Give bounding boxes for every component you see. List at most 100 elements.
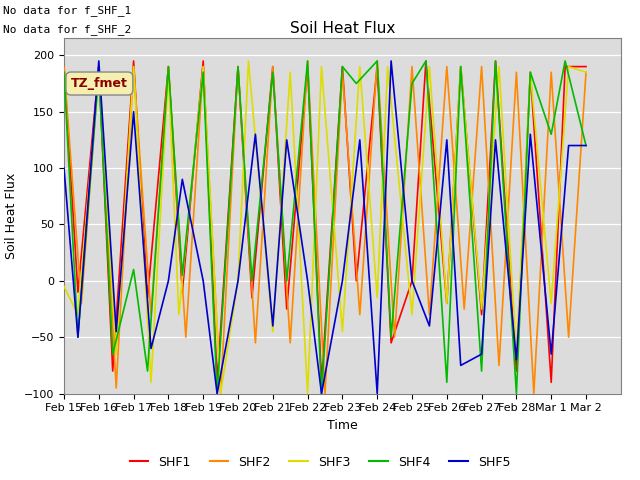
SHF1 [582, 64, 590, 70]
SHF4 [582, 143, 590, 148]
SHF2 [113, 385, 120, 391]
SHF4 [143, 368, 151, 374]
SHF1 [408, 278, 416, 284]
SHF5 [387, 58, 395, 64]
SHF4 [200, 69, 207, 75]
SHF5 [547, 351, 555, 357]
SHF5 [408, 278, 416, 284]
SHF3 [175, 312, 182, 318]
SHF3 [286, 69, 294, 75]
SHF2 [200, 64, 207, 70]
SHF5 [564, 143, 572, 148]
SHF2 [495, 362, 503, 368]
SHF5 [492, 137, 499, 143]
SHF4 [317, 391, 325, 396]
SHF1 [527, 69, 534, 75]
SHF5 [582, 143, 590, 148]
SHF5 [60, 165, 68, 171]
SHF2 [321, 391, 329, 396]
SHF4 [527, 69, 534, 75]
SHF1 [179, 289, 186, 295]
SHF4 [373, 58, 381, 64]
SHF3 [244, 58, 252, 64]
SHF5 [130, 109, 138, 115]
SHF3 [217, 391, 225, 396]
SHF3 [495, 64, 503, 70]
SHF3 [564, 64, 572, 70]
SHF4 [164, 64, 172, 70]
SHF3 [339, 329, 346, 335]
SHF4 [513, 391, 520, 396]
SHF4 [283, 278, 291, 284]
SHF4 [408, 81, 416, 86]
Line: SHF5: SHF5 [64, 61, 586, 394]
SHF2 [147, 312, 155, 318]
SHF3 [74, 312, 82, 318]
SHF5 [304, 278, 312, 284]
SHF4 [492, 58, 499, 64]
SHF4 [443, 380, 451, 385]
SHF5 [373, 391, 381, 396]
SHF2 [130, 64, 138, 70]
SHF3 [373, 295, 381, 300]
SHF1 [513, 368, 520, 374]
SHF5 [356, 137, 364, 143]
SHF1 [443, 300, 451, 306]
SHF2 [217, 391, 225, 396]
SHF1 [457, 64, 465, 70]
SHF3 [304, 391, 312, 396]
SHF2 [77, 300, 85, 306]
SHF2 [304, 58, 312, 64]
SHF5 [164, 278, 172, 284]
Line: SHF4: SHF4 [64, 61, 586, 394]
SHF4 [109, 351, 116, 357]
SHF2 [513, 69, 520, 75]
SHF2 [426, 312, 433, 318]
SHF2 [356, 312, 364, 318]
SHF1 [74, 289, 82, 295]
SHF5 [113, 329, 120, 335]
SHF5 [426, 323, 433, 329]
SHF1 [492, 58, 499, 64]
SHF4 [353, 81, 360, 86]
SHF2 [60, 64, 68, 70]
SHF3 [356, 64, 364, 70]
SHF4 [477, 368, 485, 374]
SHF4 [179, 272, 186, 278]
SHF4 [561, 58, 569, 64]
SHF1 [387, 340, 395, 346]
Y-axis label: Soil Heat Flux: Soil Heat Flux [5, 173, 19, 259]
SHF3 [200, 64, 207, 70]
SHF3 [164, 69, 172, 75]
Line: SHF3: SHF3 [64, 61, 586, 394]
SHF3 [513, 351, 520, 357]
SHF3 [426, 64, 433, 70]
SHF1 [283, 306, 291, 312]
X-axis label: Time: Time [327, 419, 358, 432]
Text: No data for f_SHF_1: No data for f_SHF_1 [3, 5, 131, 16]
SHF2 [547, 69, 555, 75]
Legend: SHF1, SHF2, SHF3, SHF4, SHF5: SHF1, SHF2, SHF3, SHF4, SHF5 [125, 451, 515, 474]
SHF1 [95, 64, 102, 70]
SHF4 [547, 132, 555, 137]
SHF4 [130, 267, 138, 273]
SHF3 [547, 300, 555, 306]
SHF3 [384, 64, 392, 70]
SHF3 [147, 380, 155, 385]
SHF5 [74, 335, 82, 340]
SHF1 [353, 278, 360, 284]
SHF5 [457, 362, 465, 368]
SHF2 [339, 69, 346, 75]
SHF1 [477, 312, 485, 318]
SHF2 [286, 340, 294, 346]
SHF5 [179, 177, 186, 182]
Line: SHF1: SHF1 [64, 61, 586, 383]
SHF2 [234, 64, 242, 70]
SHF3 [95, 69, 102, 75]
SHF5 [213, 391, 221, 396]
SHF2 [373, 58, 381, 64]
SHF5 [443, 137, 451, 143]
SHF4 [339, 64, 346, 70]
SHF5 [200, 278, 207, 284]
SHF2 [182, 335, 189, 340]
